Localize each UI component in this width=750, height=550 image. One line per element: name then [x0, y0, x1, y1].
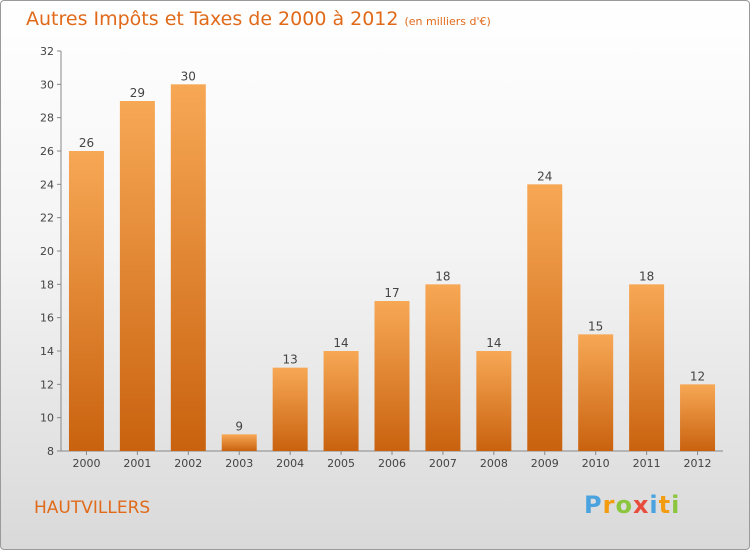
- y-tick-label: 28: [40, 112, 54, 125]
- bar: [425, 284, 461, 451]
- bar: [272, 367, 308, 451]
- chart-title: Autres Impôts et Taxes de 2000 à 2012 (en…: [26, 8, 491, 30]
- bar: [578, 334, 614, 451]
- bar: [68, 151, 104, 451]
- bar: [680, 384, 716, 451]
- data-label: 13: [283, 353, 298, 367]
- y-tick-label: 16: [40, 312, 54, 325]
- x-tick-label: 2005: [327, 457, 355, 470]
- bar: [374, 301, 410, 451]
- x-tick-label: 2012: [684, 457, 712, 470]
- y-tick-label: 10: [40, 412, 54, 425]
- title-text: Autres Impôts et Taxes de 2000 à 2012: [26, 8, 399, 30]
- data-label: 9: [235, 419, 243, 433]
- x-tick-label: 2009: [531, 457, 559, 470]
- data-label: 14: [333, 336, 348, 350]
- data-label: 15: [588, 319, 603, 333]
- y-tick-label: 8: [47, 445, 54, 458]
- bar: [323, 351, 359, 451]
- x-tick-label: 2007: [429, 457, 457, 470]
- x-tick-label: 2006: [378, 457, 406, 470]
- data-label: 26: [79, 136, 94, 150]
- logo-letter: o: [615, 491, 633, 519]
- bar: [629, 284, 665, 451]
- y-tick-label: 14: [40, 345, 54, 358]
- data-label: 24: [537, 169, 552, 183]
- logo-letter: r: [602, 491, 616, 519]
- data-label: 18: [435, 269, 450, 283]
- y-tick-label: 32: [40, 45, 54, 58]
- bar: [119, 101, 155, 451]
- bar: [221, 434, 257, 451]
- y-tick-label: 12: [40, 378, 54, 391]
- logo-letter: x: [632, 491, 650, 519]
- y-tick-label: 22: [40, 212, 54, 225]
- data-label: 17: [384, 286, 399, 300]
- y-tick-label: 26: [40, 145, 54, 158]
- data-label: 12: [690, 369, 705, 383]
- y-tick-label: 30: [40, 78, 54, 91]
- x-tick-label: 2011: [633, 457, 661, 470]
- x-tick-label: 2000: [72, 457, 100, 470]
- y-tick-label: 18: [40, 278, 54, 291]
- bar: [170, 84, 206, 451]
- y-tick-label: 20: [40, 245, 54, 258]
- y-tick-label: 24: [40, 178, 54, 191]
- data-label: 18: [639, 269, 654, 283]
- logo-letter: P: [584, 491, 603, 519]
- logo-letter: i: [649, 491, 659, 519]
- title-unit: (en milliers d'€): [404, 15, 491, 28]
- logo-letter: i: [671, 491, 681, 519]
- x-tick-label: 2003: [225, 457, 253, 470]
- bar: [527, 184, 563, 452]
- data-label: 29: [130, 86, 145, 100]
- data-label: 14: [486, 336, 501, 350]
- x-tick-label: 2008: [480, 457, 508, 470]
- data-label: 30: [181, 69, 196, 83]
- x-tick-label: 2010: [582, 457, 610, 470]
- x-tick-label: 2001: [123, 457, 151, 470]
- logo-letter: t: [658, 491, 672, 519]
- place-name: HAUTVILLERS: [34, 498, 151, 518]
- x-tick-label: 2002: [174, 457, 202, 470]
- bar: [476, 351, 512, 451]
- x-tick-label: 2004: [276, 457, 304, 470]
- proxiti-logo: Proxiti: [584, 491, 680, 519]
